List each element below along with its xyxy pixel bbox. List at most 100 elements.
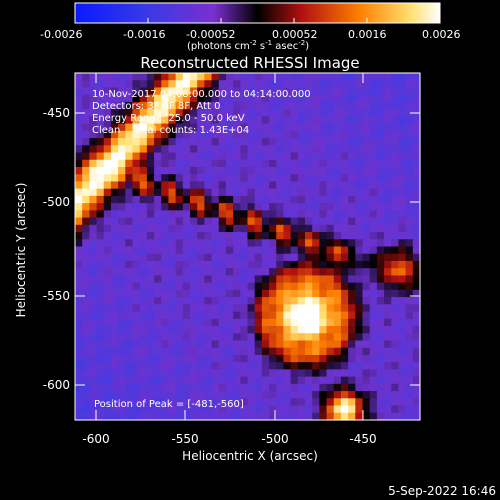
image-pixel: [218, 297, 227, 305]
image-pixel: [168, 123, 177, 132]
image-pixel: [218, 159, 227, 168]
image-pixel: [348, 391, 356, 399]
image-pixel: [254, 181, 263, 190]
image-pixel: [405, 174, 414, 183]
image-pixel: [96, 152, 105, 161]
image-pixel: [146, 232, 155, 240]
image-pixel: [175, 109, 184, 117]
image-pixel: [175, 210, 184, 219]
image-pixel: [139, 152, 148, 161]
image-pixel: [132, 174, 141, 183]
image-pixel: [82, 347, 90, 356]
image-pixel: [204, 289, 213, 298]
image-pixel: [168, 195, 177, 204]
image-pixel: [276, 87, 285, 96]
image-pixel: [182, 376, 191, 385]
image-pixel: [110, 318, 119, 327]
image-pixel: [89, 246, 98, 255]
image-pixel: [168, 275, 177, 284]
image-pixel: [89, 101, 98, 110]
image-pixel: [261, 109, 270, 117]
image-pixel: [276, 152, 285, 161]
image-pixel: [283, 304, 292, 313]
image-pixel: [225, 246, 234, 255]
image-pixel: [125, 333, 134, 342]
image-pixel: [362, 138, 371, 146]
image-pixel: [211, 159, 220, 168]
image-pixel: [391, 87, 400, 96]
image-pixel: [340, 174, 349, 183]
image-pixel: [412, 138, 421, 146]
image-pixel: [369, 203, 378, 211]
image-pixel: [211, 101, 220, 110]
image-pixel: [146, 224, 155, 233]
image-pixel: [75, 239, 83, 248]
image-pixel: [168, 109, 177, 117]
image-pixel: [333, 138, 342, 146]
image-pixel: [154, 253, 162, 262]
image-pixel: [204, 246, 213, 255]
image-pixel: [333, 268, 342, 277]
image-pixel: [240, 376, 249, 385]
image-pixel: [82, 174, 90, 183]
image-pixel: [225, 282, 234, 291]
image-pixel: [412, 130, 421, 139]
image-pixel: [348, 94, 356, 103]
image-pixel: [96, 383, 105, 392]
image-pixel: [161, 210, 170, 219]
image-pixel: [161, 354, 170, 363]
image-pixel: [398, 80, 407, 89]
image-pixel: [283, 87, 292, 96]
image-pixel: [290, 145, 299, 154]
image-pixel: [110, 347, 119, 356]
image-pixel: [254, 362, 263, 370]
image-pixel: [369, 282, 378, 291]
image-pixel: [276, 123, 285, 132]
image-pixel: [161, 268, 170, 277]
image-pixel: [175, 246, 184, 255]
image-pixel: [398, 181, 407, 190]
image-pixel: [182, 80, 191, 89]
image-pixel: [261, 152, 270, 161]
image-pixel: [82, 195, 90, 204]
image-pixel: [182, 159, 191, 168]
image-pixel: [233, 116, 241, 125]
image-pixel: [305, 130, 313, 139]
image-pixel: [290, 152, 299, 161]
image-pixel: [269, 362, 277, 370]
image-pixel: [340, 297, 349, 305]
image-pixel: [110, 405, 119, 414]
image-pixel: [103, 195, 112, 204]
image-pixel: [254, 369, 263, 378]
image-pixel: [211, 94, 220, 103]
image-pixel: [333, 369, 342, 378]
image-pixel: [146, 188, 155, 197]
image-pixel: [276, 318, 285, 327]
image-pixel: [283, 166, 292, 175]
image-pixel: [412, 116, 421, 125]
image-pixel: [139, 391, 148, 399]
image-pixel: [405, 289, 414, 298]
image-pixel: [103, 73, 112, 81]
image-pixel: [233, 268, 241, 277]
image-pixel: [348, 260, 356, 269]
image-pixel: [82, 376, 90, 385]
image-pixel: [154, 398, 162, 407]
image-pixel: [312, 166, 320, 175]
image-pixel: [369, 297, 378, 305]
image-pixel: [290, 87, 299, 96]
image-pixel: [340, 116, 349, 125]
image-pixel: [391, 232, 400, 240]
image-pixel: [269, 275, 277, 284]
image-pixel: [82, 275, 90, 284]
image-pixel: [254, 73, 263, 81]
image-pixel: [261, 282, 270, 291]
image-pixel: [154, 210, 162, 219]
image-pixel: [362, 333, 371, 342]
image-pixel: [247, 326, 256, 334]
image-pixel: [75, 101, 83, 110]
image-pixel: [204, 326, 213, 334]
image-pixel: [290, 260, 299, 269]
image-pixel: [125, 217, 134, 226]
image-pixel: [254, 87, 263, 96]
